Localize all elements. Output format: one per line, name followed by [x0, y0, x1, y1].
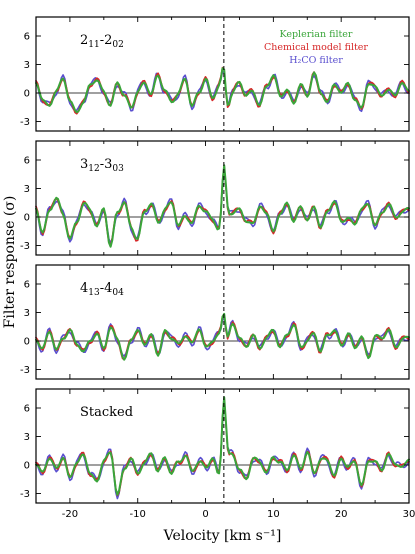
- y-tick-label: -3: [20, 489, 30, 500]
- y-tick-label: 0: [24, 461, 30, 472]
- x-tick-label: 10: [267, 509, 280, 520]
- y-tick-label: 6: [24, 404, 30, 415]
- panel-label: 211-202: [80, 33, 124, 50]
- x-axis-title: Velocity [km s⁻¹]: [163, 528, 282, 544]
- y-tick-label: 3: [24, 60, 30, 71]
- y-tick-label: 6: [24, 156, 30, 167]
- x-tick-label: -20: [62, 509, 78, 520]
- panel-frame: [35, 16, 410, 132]
- series-line-1: [35, 396, 410, 496]
- y-tick-label: 3: [24, 432, 30, 443]
- x-tick-label: -10: [130, 509, 146, 520]
- panel-frame: [35, 264, 410, 380]
- panels-group: -3 0 3 6 211-202 Keplerian filter Chemical mod…: [20, 16, 415, 520]
- y-tick-label: -3: [20, 117, 30, 128]
- panel-2: -3 0 3 6 312-303: [20, 140, 410, 256]
- legend-entry: H₂CO filter: [289, 55, 343, 66]
- x-tick-label: 0: [202, 509, 208, 520]
- legend-entry: Chemical model filter: [264, 42, 368, 53]
- y-axis-title: Filter response (σ): [2, 196, 18, 329]
- panel-frame: [35, 140, 410, 256]
- series-line-3: [35, 70, 410, 113]
- x-tick-label: 30: [403, 509, 415, 520]
- panel-frame: [35, 388, 410, 504]
- panel-1: -3 0 3 6 211-202 Keplerian filter Chemical mod…: [20, 16, 410, 132]
- panel-label: 312-303: [80, 157, 124, 174]
- y-tick-label: -3: [20, 365, 30, 376]
- y-tick-label: 0: [24, 213, 30, 224]
- y-tick-label: -3: [20, 241, 30, 252]
- panel-4: -3 0 3 6 -20 -10 0 10 20 30 Stacked: [20, 388, 415, 520]
- y-tick-label: 3: [24, 184, 30, 195]
- y-tick-label: 6: [24, 280, 30, 291]
- panel-label: 413-404: [80, 281, 124, 298]
- panel-3: -3 0 3 6 413-404: [20, 264, 410, 380]
- y-tick-label: 6: [24, 32, 30, 43]
- y-tick-label: 3: [24, 308, 30, 319]
- series-line-1: [35, 164, 410, 248]
- x-tick-label: 20: [335, 509, 348, 520]
- panel-label: Stacked: [80, 405, 133, 420]
- y-tick-label: 0: [24, 337, 30, 348]
- series-line-1: [35, 312, 410, 361]
- y-tick-label: 0: [24, 89, 30, 100]
- legend-entry: Keplerian filter: [280, 29, 353, 40]
- series-line-1: [35, 67, 410, 114]
